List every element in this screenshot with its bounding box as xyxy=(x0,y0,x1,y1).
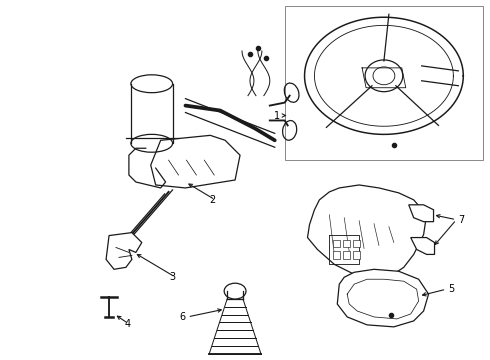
Polygon shape xyxy=(106,233,142,269)
Bar xyxy=(333,239,340,247)
Text: 3: 3 xyxy=(170,272,175,282)
Polygon shape xyxy=(337,269,429,327)
Bar xyxy=(353,251,360,260)
Bar xyxy=(343,239,350,247)
Bar xyxy=(285,6,483,160)
Bar xyxy=(333,251,340,260)
Polygon shape xyxy=(411,238,435,255)
Text: 4: 4 xyxy=(125,319,131,329)
Bar xyxy=(343,251,350,260)
Polygon shape xyxy=(409,205,434,222)
Text: 5: 5 xyxy=(448,284,455,294)
Polygon shape xyxy=(151,135,240,188)
Text: 1: 1 xyxy=(273,111,280,121)
Text: 7: 7 xyxy=(458,215,465,225)
Bar xyxy=(353,239,360,247)
Polygon shape xyxy=(308,185,427,279)
Text: 6: 6 xyxy=(179,312,185,322)
Text: 2: 2 xyxy=(209,195,215,205)
